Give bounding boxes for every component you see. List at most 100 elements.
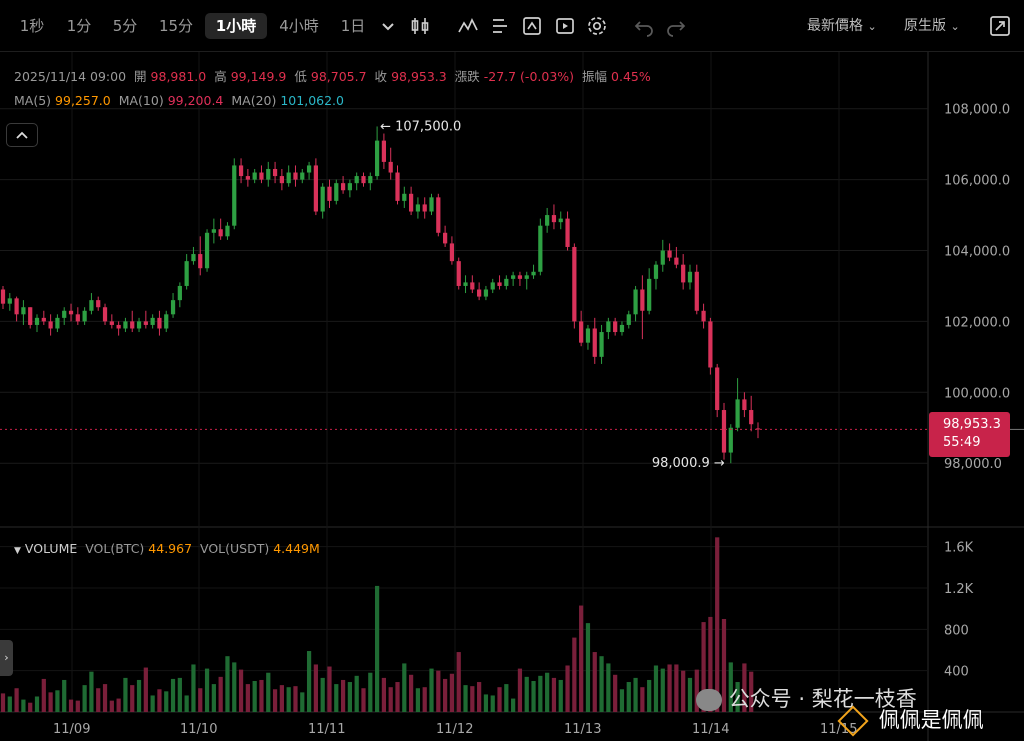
indicator-icon[interactable] [456,14,480,38]
time-tick-label: 11/09 [53,722,90,737]
volume-bar [361,688,366,712]
candle-body [395,172,400,201]
volume-bar [198,688,203,712]
high-label: 高 [214,69,227,84]
volume-bar [225,656,230,712]
volume-bar [408,674,414,712]
vol-usdt-label: VOL(USDT) [200,541,270,556]
fullscreen-icon[interactable] [988,14,1012,38]
volume-bar [34,696,40,712]
volume-bar [449,673,455,712]
volume-bar [340,679,346,712]
volume-bar [565,665,570,712]
candle-body [259,172,264,180]
open-value: 98,981.0 [150,69,207,84]
ma20-value: 101,062.0 [280,93,344,108]
candle-body [272,168,278,177]
expand-panel-handle[interactable]: › [0,640,13,676]
candle-body [293,172,298,180]
chevron-down-icon[interactable]: ▼ [14,546,21,556]
volume-bar [55,690,60,712]
candle-body [715,367,720,411]
volume-bar [82,685,87,712]
wechat-icon [696,689,722,711]
time-tick-label: 11/14 [692,722,729,737]
replay-icon[interactable] [553,14,577,38]
interval-1h[interactable]: 1小時 [205,13,267,39]
volume-bar [517,668,523,712]
candle-body [225,225,230,237]
candle-body [708,321,713,368]
candle-body [545,215,550,226]
volume-tick-label: 1.6K [944,541,974,556]
candle-body [613,321,618,333]
volume-bar [286,687,291,712]
chevron-down-icon: ⌄ [867,20,877,33]
volume-bar [429,668,434,712]
candle-body [89,300,94,311]
candle-body [0,289,6,304]
candle-body [238,165,244,177]
volume-bar [306,651,312,712]
candle-body [626,314,631,325]
amplitude-label: 振幅 [582,69,608,84]
drawing-tools-icon[interactable] [488,14,512,38]
interval-1s[interactable]: 1秒 [19,17,45,35]
candle-body [136,321,142,329]
undo-icon[interactable] [632,14,656,38]
volume-bar [395,682,400,712]
volume-bar [599,656,604,712]
chevron-down-icon: ⌄ [950,20,960,33]
volume-bar [123,677,128,712]
candle-body [504,278,509,286]
chevron-down-icon[interactable] [376,14,400,38]
candle-body [619,324,625,333]
settings-icon[interactable] [585,14,609,38]
volume-bar [48,692,53,712]
volume-bar [490,695,495,712]
volume-bar [184,695,189,712]
volume-bar [232,662,237,712]
volume-bar [136,679,142,712]
interval-5m[interactable]: 5分 [112,17,138,35]
volume-bar [681,670,686,712]
interval-1m[interactable]: 1分 [66,17,92,35]
volume-bar [606,663,611,712]
amplitude-value: 0.45% [611,69,651,84]
candle-body [102,307,108,322]
volume-bar [742,663,747,712]
volume-bar [653,665,659,712]
high-value: 99,149.9 [230,69,287,84]
candle-body [28,307,33,325]
volume-bar [640,687,645,712]
price-type-select[interactable]: 最新價格 ⌄ [807,13,877,39]
chart-style-icon[interactable] [520,14,544,38]
redo-icon[interactable] [664,14,688,38]
interval-1d[interactable]: 1日 [340,17,366,35]
candle-body [266,168,271,180]
volume-bar [715,537,720,712]
candle-body [300,172,305,180]
candle-body [96,300,101,308]
candle-body [306,165,312,173]
candle-body [232,165,237,226]
candle-body [579,321,584,343]
interval-4h[interactable]: 4小時 [279,17,319,35]
volume-bar [130,685,135,712]
interval-15m[interactable]: 15分 [158,17,194,35]
candle-type-icon[interactable] [408,14,432,38]
volume-bar [327,666,332,712]
candle-body [728,427,733,453]
volume-bar [647,679,652,712]
close-value: 98,953.3 [391,69,447,84]
volume-bar [667,664,672,712]
volume-bar [497,687,502,712]
volume-bar [633,677,638,712]
collapse-indicators-button[interactable] [6,123,38,147]
volume-bar [402,663,407,712]
candle-body [218,229,223,237]
time-tick-label: 11/15 [820,722,857,737]
annotations-layer: ← 107,500.0 98,000.9 → [0,119,1024,471]
version-select[interactable]: 原生版 ⌄ [904,13,960,39]
